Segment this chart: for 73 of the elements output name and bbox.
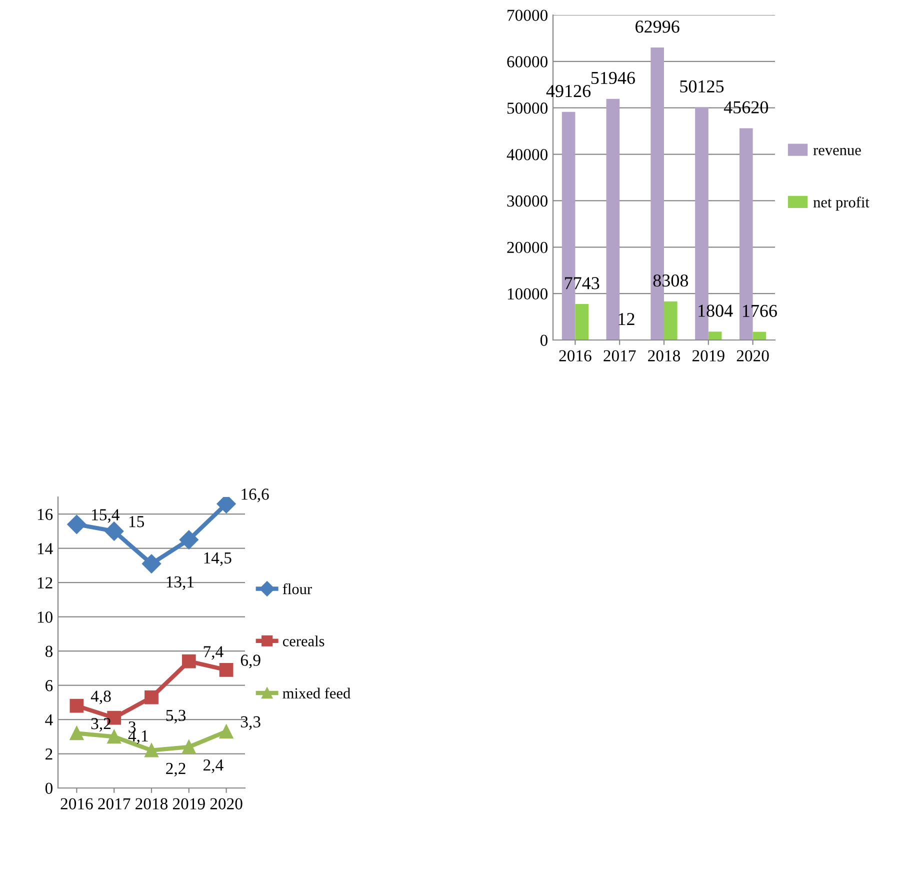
x-tick-label: 2017	[604, 350, 636, 362]
data-label: 7,4	[204, 646, 224, 660]
x-tick-label: 2016	[60, 798, 93, 810]
point	[70, 698, 84, 713]
x-tick-label: 2020	[210, 798, 242, 810]
bar	[606, 98, 620, 340]
data-label: 13,1	[166, 576, 194, 590]
data-label: 14,5	[204, 552, 232, 566]
point	[182, 654, 196, 668]
data-label: 12	[618, 313, 634, 325]
x-tick-label: 2016	[559, 350, 592, 362]
y-tick-label: 8	[45, 646, 53, 658]
x-tick-label: 2018	[136, 798, 168, 810]
data-label: 49126	[546, 85, 591, 98]
point	[142, 554, 162, 574]
y-tick-label: 70000	[508, 10, 548, 21]
data-label: 15,4	[92, 509, 120, 523]
data-label: 7743	[564, 277, 600, 290]
point	[219, 662, 234, 677]
point	[182, 740, 196, 754]
x-tick-label: 2019	[172, 798, 205, 810]
legend-label: cereals	[282, 636, 324, 646]
data-label: 16,6	[242, 488, 269, 502]
point	[216, 497, 236, 514]
x-tick-label: 2019	[692, 350, 724, 362]
legend-label: mixed feed	[282, 688, 350, 699]
data-label: 3,3	[240, 716, 260, 730]
point	[67, 514, 86, 534]
data-label: 50125	[680, 80, 724, 92]
bar	[664, 301, 678, 340]
point	[70, 726, 84, 740]
legend-label: net profit	[813, 196, 870, 211]
bar	[708, 332, 722, 340]
bar	[575, 304, 589, 340]
data-label: 5,3	[166, 710, 186, 724]
data-label: 1766	[742, 304, 777, 318]
point	[107, 730, 122, 744]
point	[219, 724, 234, 738]
point	[179, 530, 198, 550]
data-label: 1804	[698, 304, 733, 317]
y-tick-label: 40000	[506, 148, 548, 160]
y-tick-label: 4	[45, 714, 53, 726]
y-tick-label: 10	[38, 612, 53, 623]
data-label: 3,2	[91, 718, 111, 732]
y-tick-label: 6	[46, 680, 53, 692]
y-tick-label: 2	[46, 748, 52, 760]
y-tick-label: 30000	[507, 195, 548, 207]
legend-label: revenue	[813, 148, 861, 156]
y-tick-label: 10000	[508, 288, 548, 300]
data-label: 8308	[653, 274, 688, 287]
y-tick-label: 60000	[507, 56, 548, 68]
data-label: 2,2	[166, 762, 186, 777]
x-tick-label: 2017	[98, 798, 130, 810]
x-tick-label: 2020	[736, 350, 769, 362]
legend-label: flour	[282, 583, 312, 594]
data-label: 62996	[636, 20, 680, 33]
x-tick-label: 2018	[648, 350, 680, 362]
y-tick-label: 20000	[507, 242, 548, 254]
y-tick-label: 16	[38, 508, 53, 520]
y-tick-label: 12	[38, 577, 52, 588]
point	[104, 522, 124, 541]
y-tick-label: 14	[38, 543, 53, 554]
data-label: 45620	[724, 101, 768, 114]
data-label: 15	[129, 516, 144, 528]
data-label: 2,4	[204, 759, 224, 774]
y-tick-label: 0	[45, 782, 53, 794]
point	[144, 690, 158, 704]
data-label: 4,8	[90, 690, 111, 704]
point	[144, 743, 158, 758]
y-tick-label: 0	[540, 334, 548, 346]
y-tick-label: 50000	[507, 102, 548, 114]
data-label: 51946	[591, 72, 635, 84]
data-label: 6,9	[240, 654, 260, 668]
